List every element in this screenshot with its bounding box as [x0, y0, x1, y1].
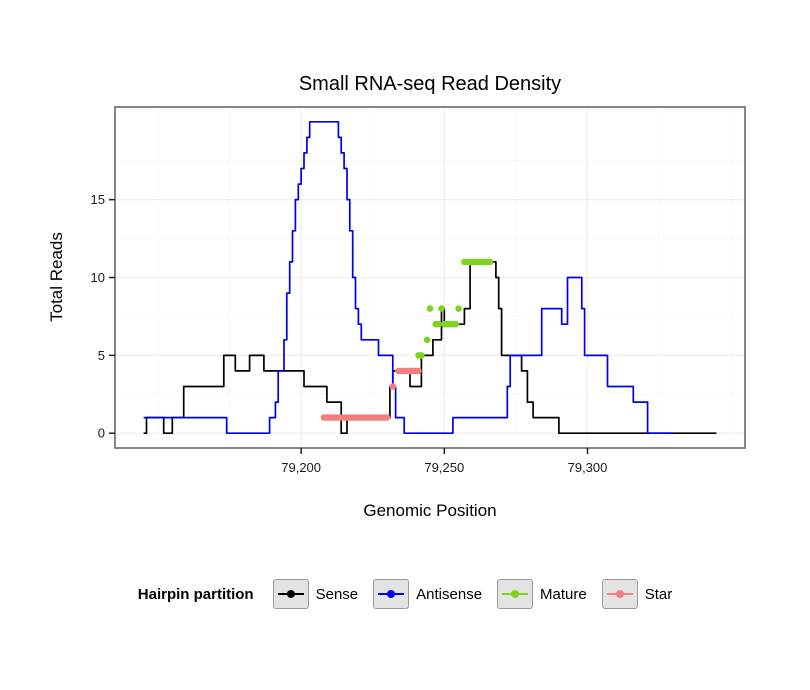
- series-mature-point: [423, 336, 431, 344]
- legend-key-antisense: [373, 579, 410, 609]
- legend-item-sense: Sense: [272, 579, 359, 609]
- legend-label-antisense: Antisense: [416, 585, 483, 603]
- legend-label-star: Star: [644, 585, 673, 603]
- legend-item-mature: Mature: [497, 579, 587, 609]
- legend-key-star: [601, 579, 638, 609]
- y-tick-label: 5: [98, 348, 105, 363]
- x-tick-label: 79,250: [424, 460, 464, 475]
- y-tick-label: 15: [91, 192, 105, 207]
- x-axis-label: Genomic Position: [363, 501, 497, 520]
- y-tick-label: 10: [91, 270, 105, 285]
- legend-dot-icon: [286, 590, 295, 598]
- series-mature-point: [486, 258, 494, 266]
- series-star-point: [383, 414, 391, 421]
- legend-key-mature: [497, 579, 534, 609]
- x-tick-label: 79,300: [568, 460, 608, 475]
- legend-dot-icon: [387, 590, 396, 598]
- series-mature-point: [426, 305, 434, 312]
- series-mature-point: [418, 352, 425, 359]
- series-mature-point: [452, 320, 460, 328]
- series-antisense-line: [143, 120, 674, 435]
- legend-label-sense: Sense: [315, 585, 359, 603]
- legend-item-star: Star: [601, 579, 673, 609]
- series-star-point: [415, 367, 422, 375]
- series-mature-point: [438, 305, 445, 312]
- y-tick-label: 0: [98, 426, 105, 441]
- legend-label-mature: Mature: [540, 585, 587, 603]
- legend-item-antisense: Antisense: [373, 579, 482, 609]
- series-star-point: [389, 383, 397, 390]
- y-axis-label: Total Reads: [47, 232, 66, 322]
- x-tick-label: 79,200: [281, 460, 321, 475]
- series-mature-point: [455, 305, 462, 312]
- plot-area: 0 5 10 15 79,200 79,250 79,300: [91, 106, 746, 475]
- legend-dot-icon: [511, 590, 520, 598]
- legend-dot-icon: [615, 590, 624, 598]
- series-mature-point: [435, 320, 442, 328]
- legend-title: Hairpin partition: [137, 585, 254, 603]
- legend-key-sense: [272, 579, 309, 609]
- legend: Hairpin partition Sense Antisense Mature: [0, 579, 810, 609]
- chart-title: Small RNA-seq Read Density: [298, 73, 562, 95]
